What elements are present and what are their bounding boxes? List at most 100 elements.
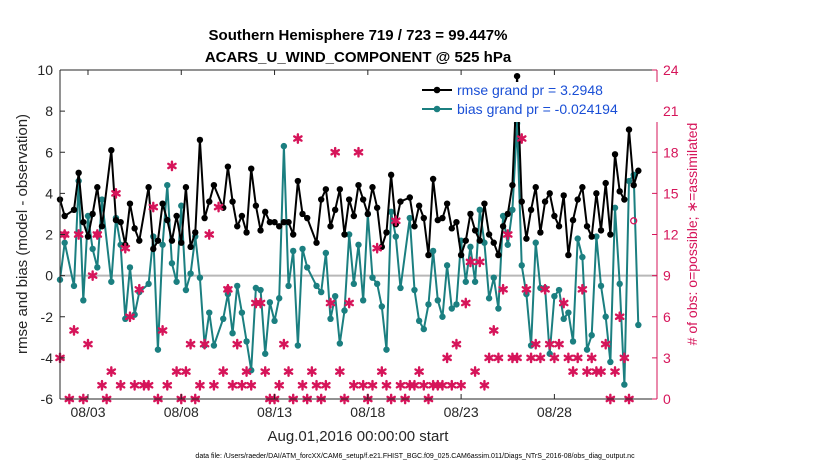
obs-assimilated-marker — [199, 338, 210, 350]
data-point-bias — [616, 280, 623, 288]
data-point-bias — [593, 233, 600, 240]
x-tick-label: 08/18 — [350, 404, 385, 420]
obs-assimilated-stroke — [526, 354, 536, 362]
data-point-bias — [378, 303, 386, 310]
data-point-bias — [476, 206, 483, 214]
obs-assimilated-marker — [479, 379, 490, 391]
obs-assimilated-stroke — [516, 135, 527, 142]
obs-assimilated-marker — [209, 379, 219, 391]
data-point-rmse — [635, 167, 642, 174]
obs-assimilated-marker — [446, 379, 457, 391]
obs-assimilated-marker — [535, 352, 546, 364]
obs-assimilated-stroke — [143, 381, 154, 389]
obs-assimilated-marker — [456, 379, 466, 391]
data-point-bias — [471, 278, 479, 285]
data-point-rmse — [206, 198, 213, 205]
data-point-rmse — [341, 231, 348, 238]
data-point-rmse — [98, 223, 106, 230]
data-point-rmse — [546, 190, 553, 197]
obs-assimilated-marker — [395, 379, 406, 391]
data-point-rmse — [75, 169, 82, 177]
obs-assimilated-marker — [321, 379, 331, 391]
obs-assimilated-marker — [460, 297, 471, 309]
obs-assimilated-stroke — [558, 299, 569, 307]
data-point-rmse — [415, 202, 423, 209]
obs-assimilated-marker — [213, 201, 224, 213]
data-point-bias — [271, 317, 278, 325]
data-point-rmse — [537, 229, 544, 236]
data-point-bias — [429, 247, 437, 255]
obs-assimilated-stroke — [199, 340, 210, 348]
data-point-rmse — [303, 214, 311, 222]
data-point-rmse — [383, 229, 390, 236]
y-tick-label: 4 — [45, 185, 53, 201]
obs-assimilated-stroke — [353, 148, 364, 156]
data-point-bias — [602, 313, 609, 320]
data-point-rmse — [136, 237, 143, 244]
data-point-bias — [229, 330, 236, 337]
obs-assimilated-marker — [171, 366, 182, 377]
obs-assimilated-stroke — [614, 313, 625, 321]
x-tick-label: 08/28 — [537, 404, 572, 420]
data-point-rmse — [607, 231, 614, 238]
obs-assimilated-marker — [414, 366, 424, 377]
obs-assimilated-marker — [544, 338, 555, 350]
data-point-bias — [290, 247, 297, 255]
data-point-bias — [331, 292, 339, 300]
data-point-rmse — [481, 200, 488, 207]
data-point-bias — [196, 274, 204, 281]
obs-assimilated-stroke — [330, 148, 341, 156]
data-point-bias — [588, 332, 595, 339]
obs-assimilated-stroke — [134, 286, 145, 293]
data-point-rmse — [182, 184, 190, 191]
data-point-bias — [383, 346, 390, 353]
obs-assimilated-stroke — [484, 354, 494, 362]
data-point-bias — [574, 235, 581, 242]
data-point-bias — [280, 142, 288, 150]
data-point-bias — [262, 350, 269, 357]
data-point-rmse — [61, 212, 68, 220]
data-point-rmse — [168, 237, 176, 244]
data-point-rmse — [467, 210, 474, 218]
obs-assimilated-marker — [390, 215, 401, 227]
obs-assimilated-stroke — [344, 299, 355, 307]
obs-assimilated-stroke — [227, 381, 238, 389]
obs-assimilated-stroke — [460, 299, 471, 307]
data-point-bias — [206, 309, 213, 316]
obs-assimilated-marker — [255, 297, 266, 309]
obs-assimilated-marker — [353, 146, 364, 158]
data-point-rmse — [555, 223, 563, 230]
data-point-bias — [173, 278, 180, 285]
y-axis-label-right: # of obs: o=possible; ∗=assimilated — [684, 123, 700, 346]
data-point-rmse — [126, 200, 134, 207]
obs-assimilated-stroke — [474, 258, 485, 266]
x-tick-label: 08/23 — [444, 404, 479, 420]
obs-assimilated-stroke — [367, 381, 378, 389]
data-point-rmse — [616, 188, 623, 195]
obs-assimilated-marker — [148, 201, 159, 213]
obs-assimilated-stroke — [572, 354, 583, 362]
data-point-bias — [425, 301, 432, 308]
y-tick-label: 6 — [45, 144, 53, 160]
data-point-bias — [607, 358, 614, 366]
data-point-rmse — [224, 163, 232, 170]
obs-assimilated-stroke — [610, 368, 620, 375]
data-point-bias — [551, 292, 558, 300]
obs-assimilated-stroke — [325, 299, 336, 307]
data-point-rmse — [196, 136, 204, 144]
data-point-rmse — [373, 204, 381, 211]
data-point-rmse — [574, 196, 581, 203]
obs-assimilated-stroke — [307, 368, 317, 375]
obs-assimilated-stroke — [274, 381, 285, 389]
data-point-rmse — [527, 206, 535, 214]
data-point-rmse — [313, 239, 320, 246]
obs-assimilated-marker — [418, 379, 429, 391]
obs-assimilated-marker — [367, 379, 378, 391]
data-point-bias — [317, 288, 325, 296]
y-axis-label: rmse and bias (model - observation) — [14, 114, 31, 354]
y-right-tick-label: 24 — [663, 62, 679, 78]
data-point-rmse — [201, 214, 208, 222]
data-point-rmse — [164, 216, 171, 224]
data-point-rmse — [518, 198, 525, 205]
obs-assimilated-stroke — [232, 340, 243, 348]
